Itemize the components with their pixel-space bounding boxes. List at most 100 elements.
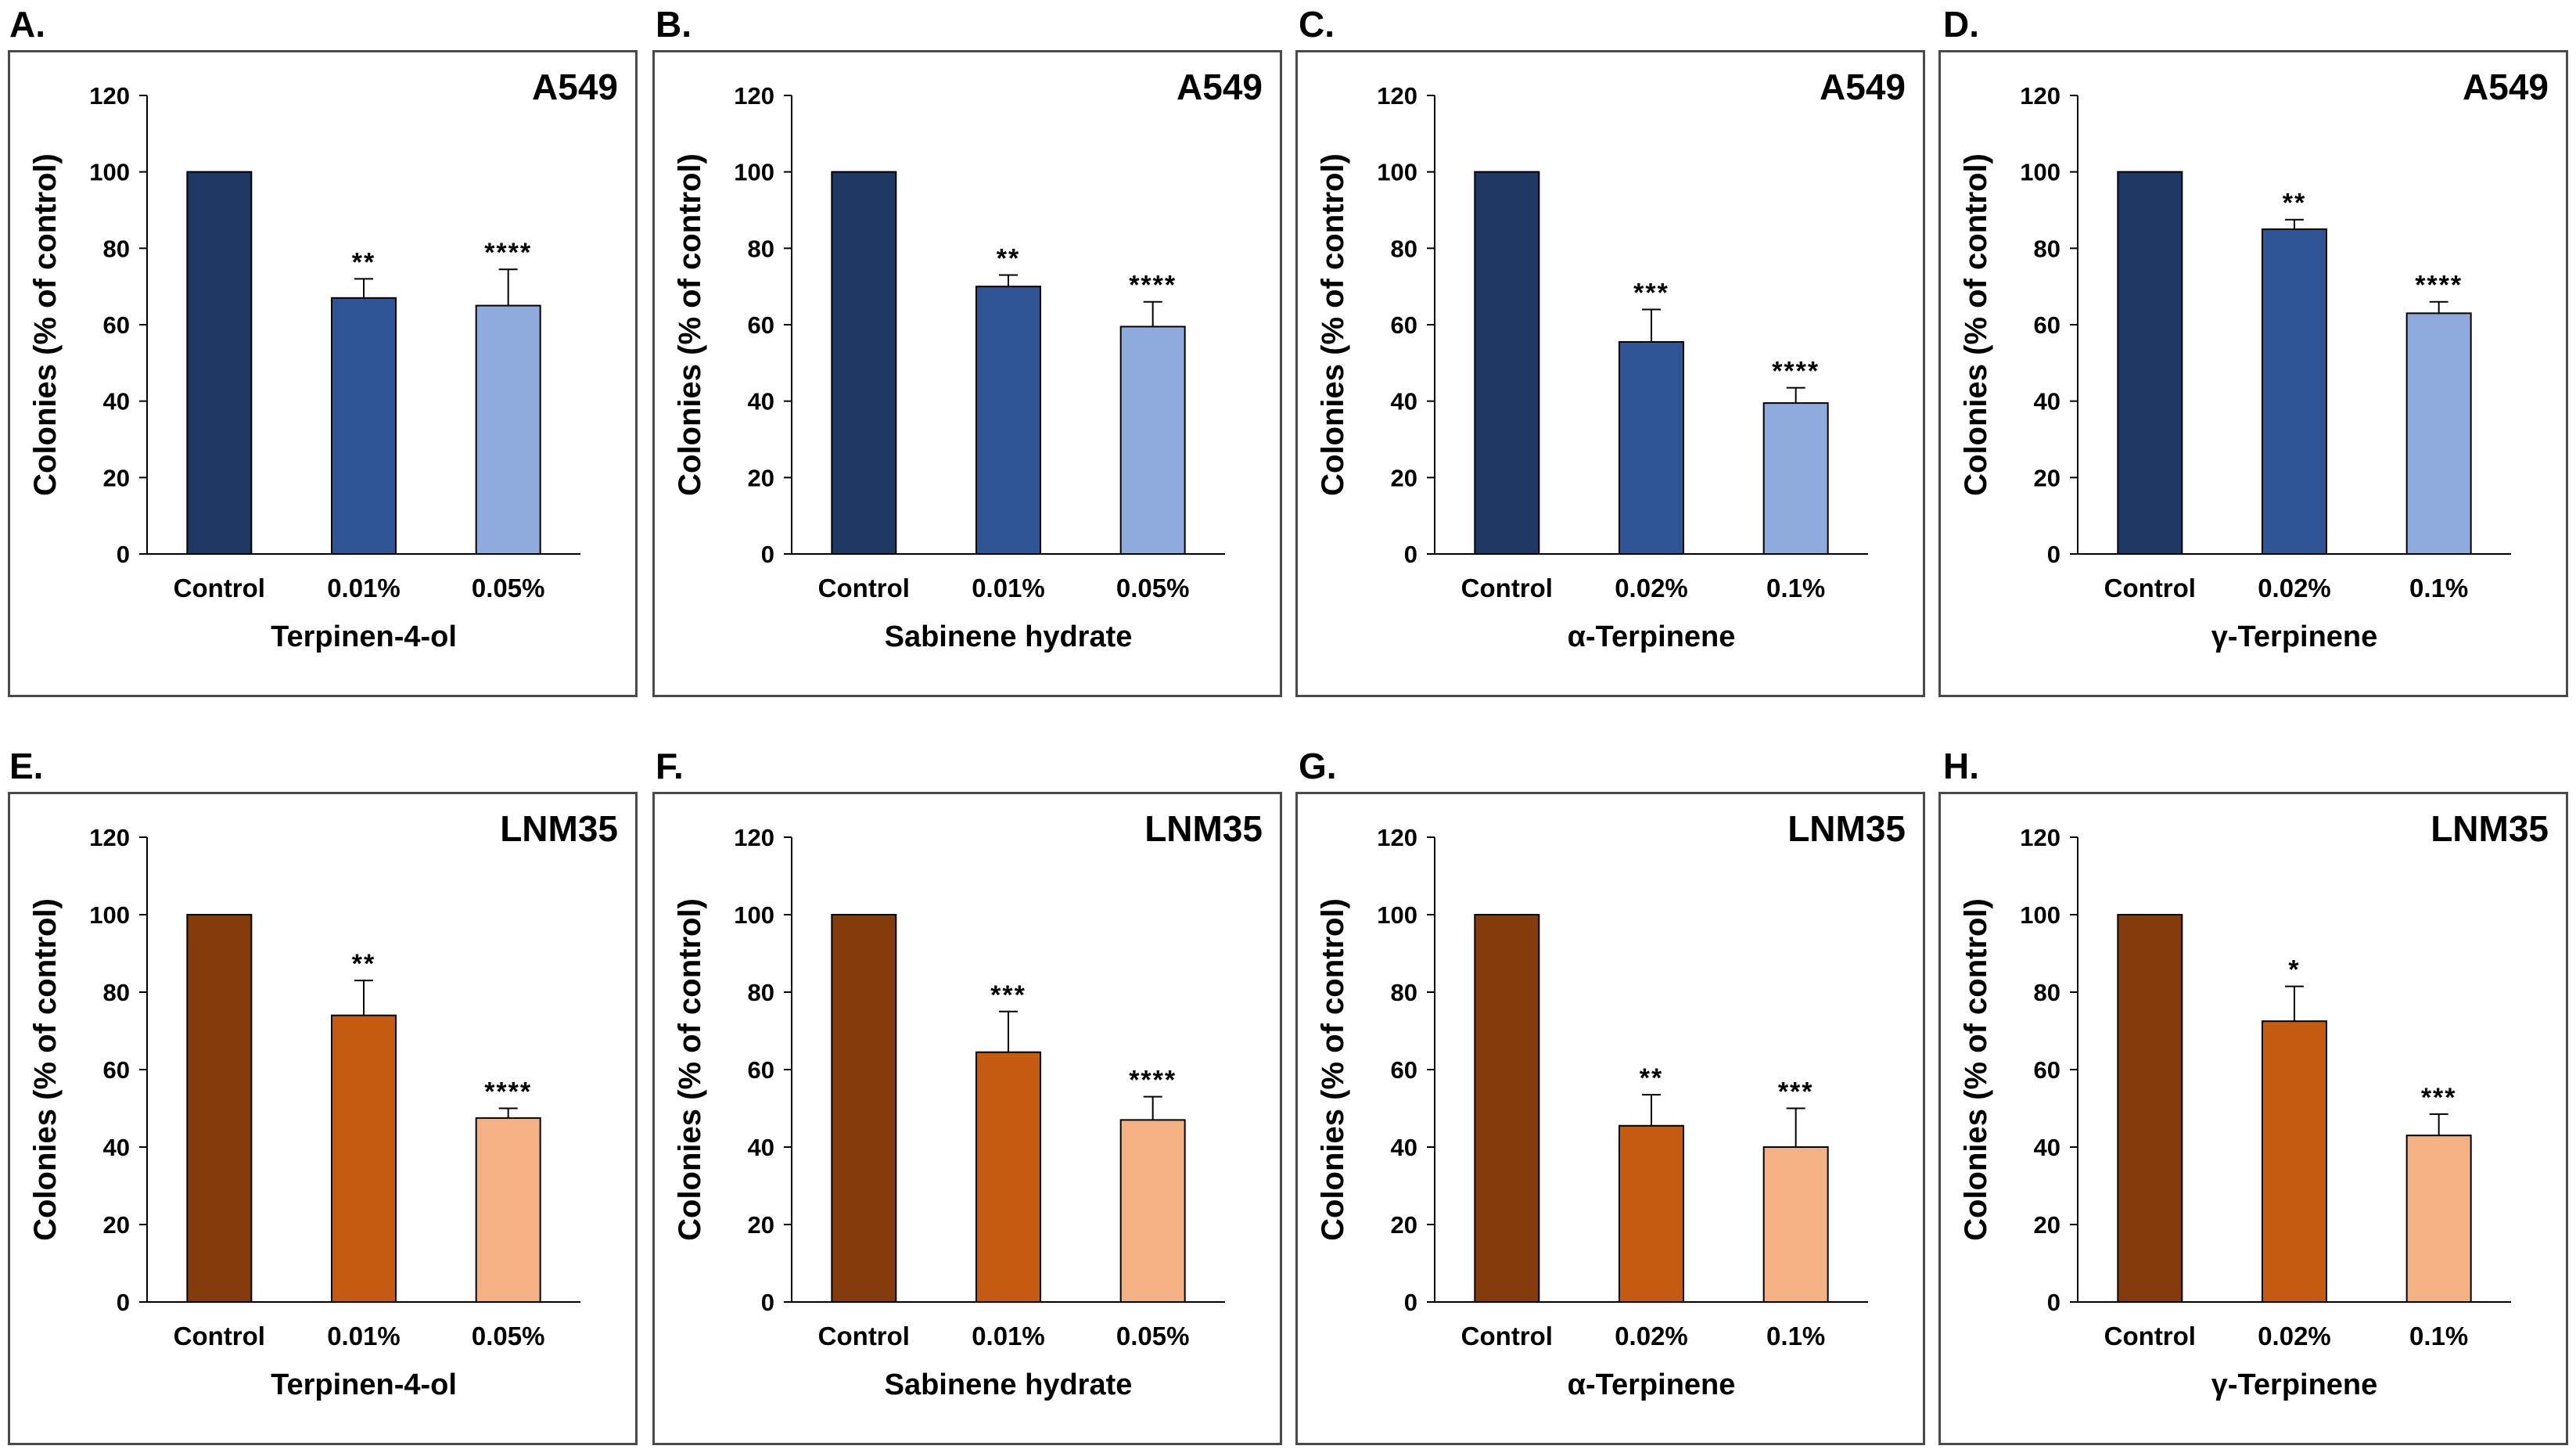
y-tick-label: 120 [734,82,774,110]
y-tick-label: 0 [761,541,774,568]
significance-label: ** [352,247,375,277]
bar [2262,1020,2327,1303]
bar [331,1014,397,1303]
bar [1119,1119,1186,1303]
bar [1474,914,1540,1303]
y-tick-label: 80 [2034,235,2060,262]
cell-line-label: LNM35 [1144,808,1263,849]
significance-label: ** [2283,189,2306,218]
y-tick-label: 80 [1391,979,1417,1006]
y-tick-label: 20 [103,1211,130,1239]
x-tick-label: Control [818,574,910,602]
y-tick-label: 40 [748,388,774,415]
x-axis-title: Terpinen-4-ol [271,1368,457,1401]
x-axis-title: Sabinene hydrate [885,620,1133,653]
chart-svg-0: 0 20 40 60 80 100 120 Colonies (% of control) A5… [28,67,618,653]
bar [2262,228,2327,556]
bar [331,297,397,555]
x-tick-label: Control [2104,574,2196,602]
y-tick-label: 120 [2020,82,2060,110]
y-tick-label: 0 [2047,1289,2060,1316]
y-tick-label: 80 [103,235,130,262]
y-tick-label: 100 [2020,901,2060,929]
x-tick-label: 0.02% [1615,574,1688,602]
significance-label: *** [1778,1077,1814,1107]
significance-label: ** [997,244,1020,274]
bar [975,1051,1041,1303]
x-tick-label: Control [174,574,265,602]
x-tick-label: 0.01% [327,574,401,602]
panel-letter-h: H. [1943,746,1979,786]
x-tick-label: 0.1% [2409,1322,2468,1350]
y-tick-label: 120 [89,82,130,110]
chart-svg-4: 0 20 40 60 80 100 120 Colonies (% of control) LN… [28,808,618,1401]
y-tick-label: 40 [2034,1134,2060,1161]
panel-letter-f: F. [656,746,684,786]
x-tick-label: 0.05% [472,574,545,602]
x-tick-label: 0.01% [972,1322,1045,1350]
panel-letter-a: A. [9,4,45,45]
y-tick-label: 100 [734,901,774,929]
y-tick-label: 0 [117,541,130,568]
x-tick-label: 0.01% [972,574,1045,602]
x-tick-label: 0.1% [1766,574,1825,602]
bar [975,286,1041,555]
y-tick-label: 40 [103,388,130,415]
bar [2405,1135,2472,1303]
y-tick-label: 0 [117,1289,130,1316]
y-tick-label: 100 [1377,159,1417,186]
x-tick-label: Control [1461,574,1553,602]
chart-panel-f: 0 20 40 60 80 100 120 Colonies (% of control) LN… [652,792,1282,1445]
significance-label: *** [2421,1083,2457,1113]
y-tick-label: 20 [2034,1211,2060,1239]
bar [1762,1146,1829,1303]
y-tick-label: 20 [2034,464,2060,491]
y-tick-label: 20 [748,464,774,491]
x-axis-title: α-Terpinene [1568,1368,1736,1401]
chart-panel-g: 0 20 40 60 80 100 120 Colonies (% of control) LN… [1295,792,1925,1445]
significance-label: *** [990,980,1026,1010]
bar [186,171,253,556]
chart-panel-d: 0 20 40 60 80 100 120 Colonies (% of control) A5… [1938,50,2568,697]
chart-svg-5: 0 20 40 60 80 100 120 Colonies (% of control) LN… [673,808,1263,1401]
bar [831,914,897,1303]
bar [2405,312,2472,555]
y-axis-title: Colonies (% of control) [1316,153,1350,496]
chart-panel-h: 0 20 40 60 80 100 120 Colonies (% of control) LN… [1938,792,2568,1445]
x-axis-title: γ-Terpinene [2211,1368,2378,1401]
y-axis-title: Colonies (% of control) [1959,898,1993,1241]
y-tick-label: 40 [2034,388,2060,415]
panel-letter-d: D. [1943,4,1979,45]
bar [475,1117,541,1303]
y-axis-title: Colonies (% of control) [1959,153,1993,496]
significance-label: * [2288,955,2300,985]
y-axis-title: Colonies (% of control) [1316,898,1350,1241]
x-tick-label: 0.01% [327,1322,401,1350]
y-tick-label: 60 [2034,1056,2060,1084]
x-tick-label: 0.05% [472,1322,545,1350]
y-tick-label: 80 [103,979,130,1006]
y-tick-label: 20 [103,464,130,491]
y-tick-label: 40 [103,1134,130,1161]
y-tick-label: 0 [2047,541,2060,568]
cell-line-label: A549 [1177,67,1263,107]
y-tick-label: 80 [748,235,774,262]
x-axis-title: Sabinene hydrate [885,1368,1133,1401]
cell-line-label: LNM35 [1787,808,1906,849]
significance-label: ** [352,949,375,979]
cell-line-label: LNM35 [2430,808,2549,849]
y-tick-label: 20 [748,1211,774,1239]
panel-letter-c: C. [1299,4,1335,45]
y-tick-label: 60 [2034,311,2060,339]
bar [1619,340,1684,555]
bar [1762,402,1829,555]
y-axis-title: Colonies (% of control) [673,153,707,496]
y-tick-label: 60 [748,311,774,339]
chart-panel-e: 0 20 40 60 80 100 120 Colonies (% of control) LN… [8,792,638,1445]
x-axis-title: γ-Terpinene [2211,620,2378,653]
panel-letter-b: B. [656,4,692,45]
bar [2117,171,2183,556]
y-tick-label: 120 [1377,824,1417,851]
bar [1474,171,1540,556]
x-tick-label: 0.02% [1615,1322,1688,1350]
